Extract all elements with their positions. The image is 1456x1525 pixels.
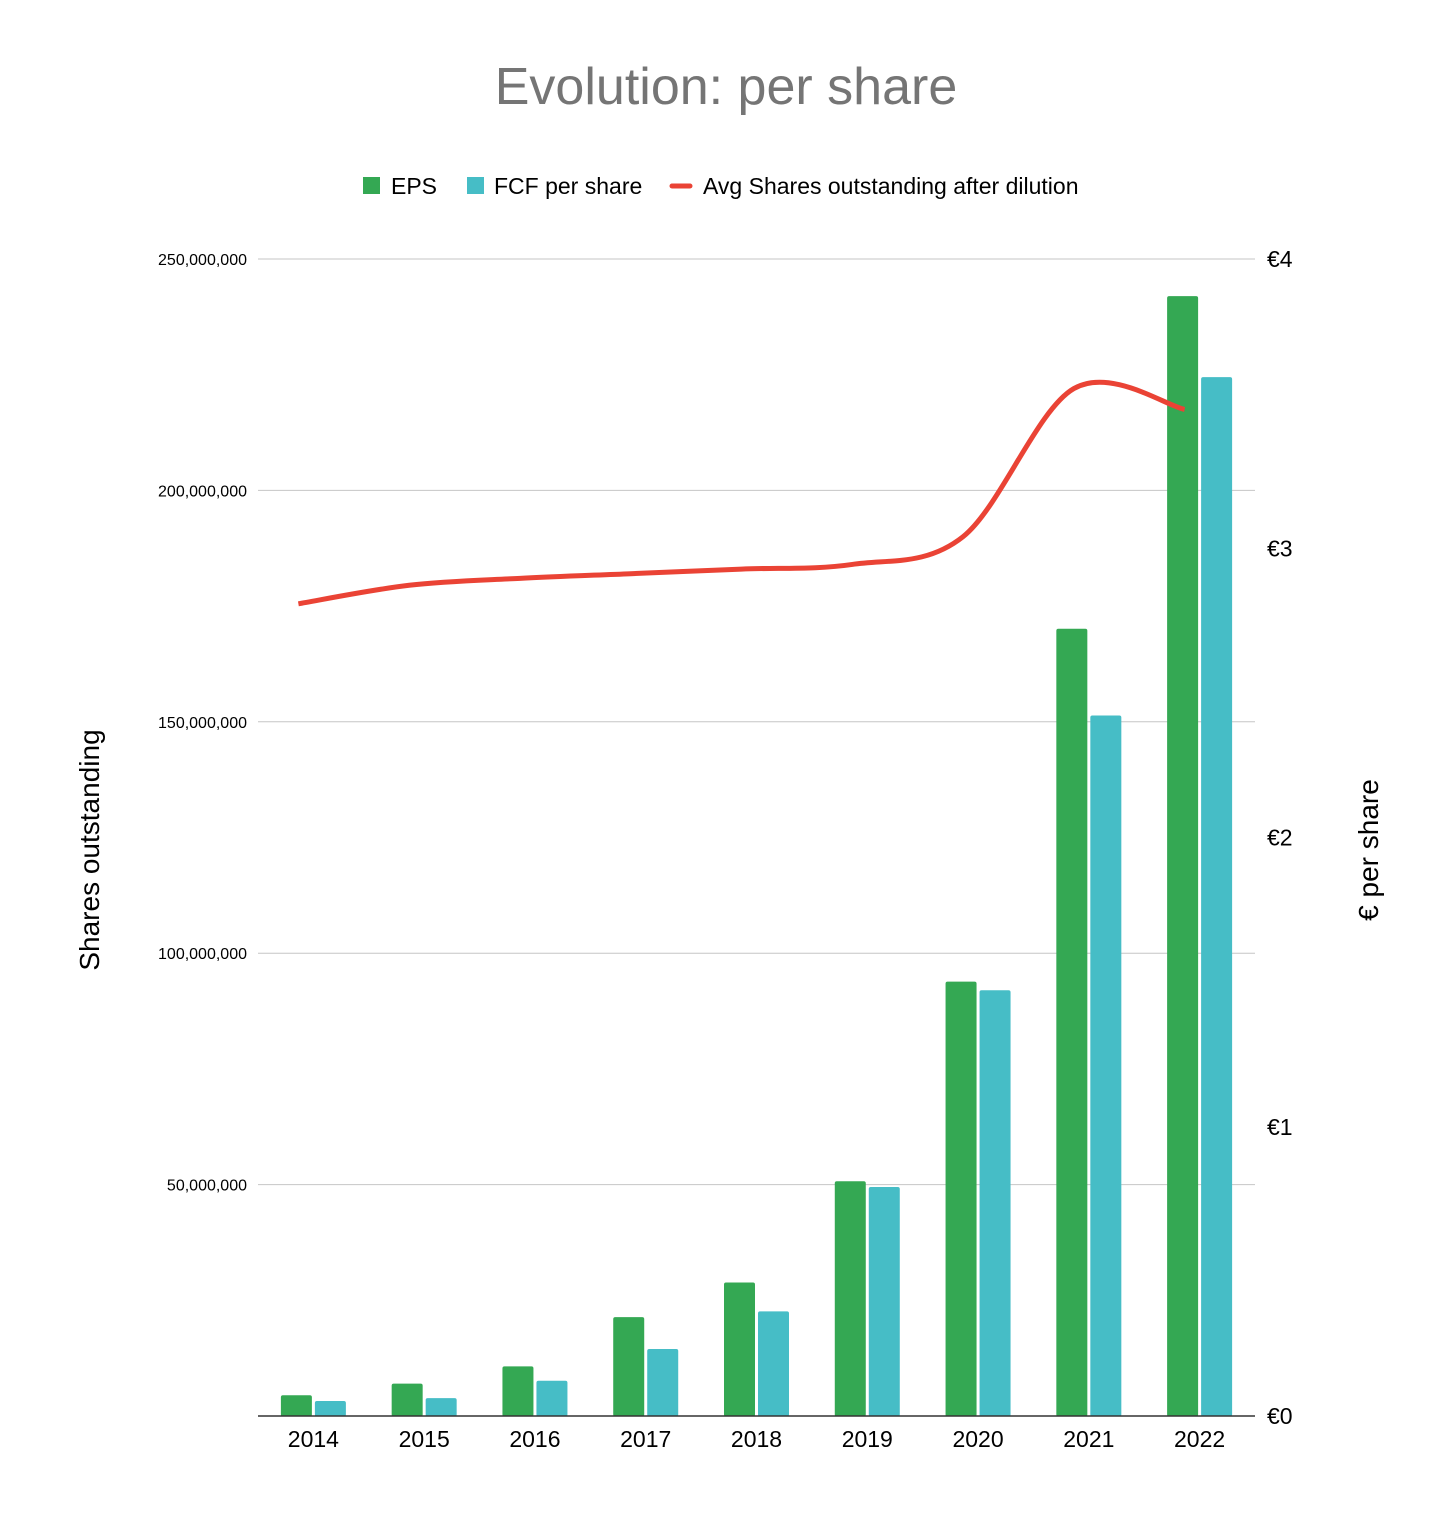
- bar-eps: [945, 981, 977, 1417]
- legend-label-shares: Avg Shares outstanding after dilution: [703, 173, 1079, 199]
- left-tick-label: 50,000,000: [167, 1178, 247, 1195]
- bar-eps: [280, 1395, 312, 1417]
- bar-fcf: [425, 1398, 457, 1417]
- bar-eps: [834, 1181, 866, 1417]
- shares-outstanding-line: [297, 379, 1186, 607]
- bar-fcf: [868, 1186, 900, 1417]
- right-tick-label: €3: [1267, 535, 1293, 561]
- x-tick-label: 2015: [399, 1426, 450, 1452]
- bar-fcf: [314, 1401, 346, 1417]
- chart-title: Evolution: per share: [495, 58, 958, 116]
- bar-eps: [1167, 296, 1199, 1417]
- bar-fcf: [979, 990, 1011, 1417]
- legend: EPS FCF per share Avg Shares outstanding…: [363, 173, 1079, 199]
- right-tick-label: €2: [1267, 825, 1293, 851]
- legend-swatch-fcf: [467, 177, 484, 194]
- x-tick-label: 2021: [1063, 1426, 1114, 1452]
- left-axis-ticks: 50,000,000 100,000,000 150,000,000 200,000,…: [158, 252, 247, 1195]
- left-tick-label: 100,000,000: [158, 946, 247, 963]
- gridlines: [258, 258, 1255, 1186]
- x-tick-label: 2014: [288, 1426, 339, 1452]
- legend-swatch-eps: [363, 177, 380, 194]
- x-tick-label: 2020: [952, 1426, 1003, 1452]
- x-tick-label: 2017: [620, 1426, 671, 1452]
- bar-fcf: [1201, 377, 1233, 1417]
- bar-eps: [502, 1366, 534, 1417]
- x-axis-ticks: 2014 2015 2016 2017 2018 2019 2020 2021 2022: [288, 1426, 1225, 1452]
- x-tick-label: 2018: [731, 1426, 782, 1452]
- bar-eps: [391, 1383, 423, 1417]
- right-tick-label: €1: [1267, 1114, 1293, 1140]
- shares-line-layer: [297, 379, 1186, 607]
- bars: [280, 296, 1233, 1417]
- x-tick-label: 2022: [1174, 1426, 1225, 1452]
- left-tick-label: 200,000,000: [158, 483, 247, 500]
- bar-eps: [613, 1317, 645, 1417]
- right-tick-label: €4: [1267, 246, 1293, 272]
- x-tick-label: 2019: [842, 1426, 893, 1452]
- bar-fcf: [647, 1348, 679, 1417]
- right-axis-ticks: €0 €1 €2 €3 €4: [1267, 246, 1293, 1429]
- bar-eps: [1056, 628, 1088, 1417]
- right-tick-label: €0: [1267, 1403, 1293, 1429]
- left-axis-title: Shares outstanding: [74, 729, 105, 970]
- x-tick-label: 2016: [509, 1426, 560, 1452]
- left-tick-label: 150,000,000: [158, 715, 247, 732]
- bar-eps: [724, 1282, 755, 1417]
- bar-fcf: [758, 1311, 789, 1417]
- bar-fcf: [1090, 715, 1122, 1417]
- legend-label-eps: EPS: [391, 173, 437, 199]
- left-tick-label: 250,000,000: [158, 252, 247, 269]
- right-axis-title: € per share: [1353, 779, 1384, 921]
- bar-fcf: [536, 1380, 568, 1417]
- legend-label-fcf: FCF per share: [494, 173, 642, 199]
